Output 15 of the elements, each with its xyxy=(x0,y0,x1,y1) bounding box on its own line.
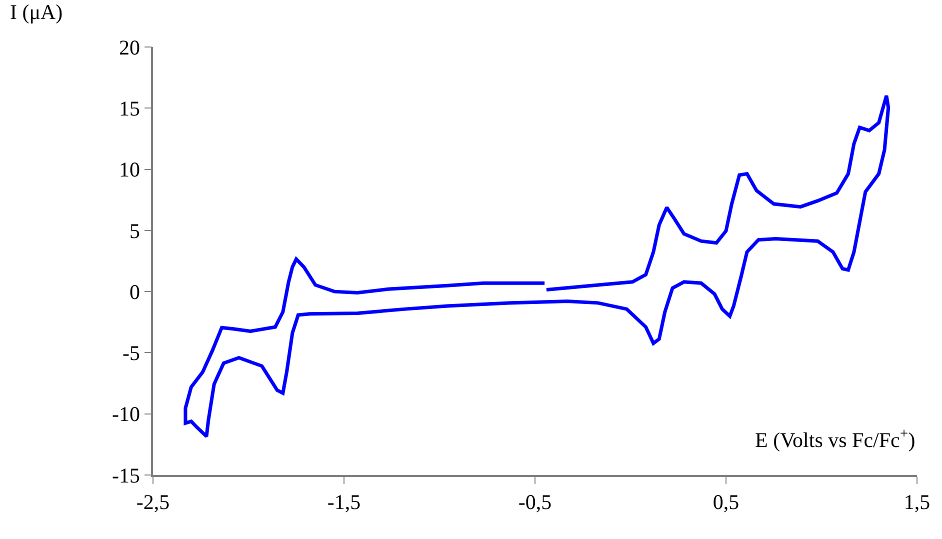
x-tick-label: -0,5 xyxy=(518,490,552,514)
y-tick-label: 0 xyxy=(130,280,140,304)
x-tick-label: -1,5 xyxy=(327,490,361,514)
y-tick-label: 10 xyxy=(119,158,140,182)
x-axis-title: E (Volts vs Fc/Fc$^{+}$) xyxy=(755,426,916,452)
x-tick-label: 0,5 xyxy=(712,490,740,514)
y-tick-label: 20 xyxy=(119,35,140,60)
y-tick-label: -5 xyxy=(122,341,140,366)
y-tick-label: -15 xyxy=(112,463,140,488)
y-axis-title: I (μA) xyxy=(10,0,63,24)
y-tick-label: 15 xyxy=(119,96,140,120)
y-tick-label: -10 xyxy=(112,402,140,426)
x-tick-label: 1,5 xyxy=(904,490,930,514)
x-tick-label: -2,5 xyxy=(136,490,170,514)
y-tick-label: 5 xyxy=(130,218,140,243)
